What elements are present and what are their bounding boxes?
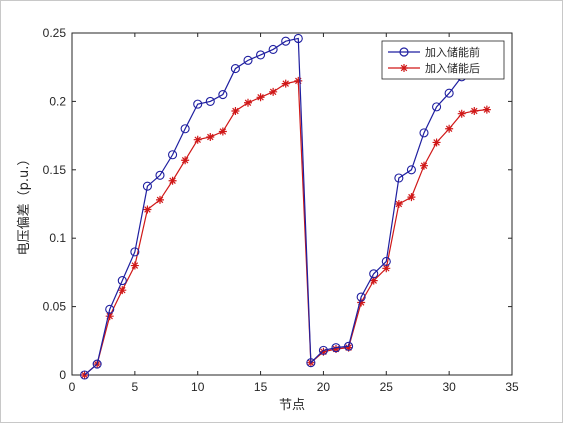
data-point-before-14 xyxy=(243,55,253,65)
data-point-after-7 xyxy=(156,195,164,204)
y-tick-label: 0.15 xyxy=(43,163,67,177)
legend-box xyxy=(381,40,505,80)
data-point-before-23 xyxy=(356,292,366,302)
legend-label-before: 加入储能前 xyxy=(425,45,480,59)
data-point-before-3 xyxy=(105,304,115,314)
data-point-after-8 xyxy=(168,176,177,185)
y-tick-label: 0 xyxy=(59,368,66,382)
x-tick-label: 15 xyxy=(254,380,268,394)
y-tick-label: 0.05 xyxy=(43,300,67,314)
data-point-before-25 xyxy=(381,256,391,267)
legend-label-after: 加入储能后 xyxy=(425,61,480,75)
x-tick-label: 25 xyxy=(380,380,394,394)
data-point-after-24 xyxy=(369,276,378,285)
data-point-before-5 xyxy=(130,247,140,257)
data-point-after-11 xyxy=(206,132,215,141)
data-point-after-12 xyxy=(218,127,227,136)
data-point-before-20 xyxy=(318,345,328,355)
y-axis-title: 电压偏差（p.u.） xyxy=(17,153,32,256)
data-point-after-26 xyxy=(394,200,403,208)
data-point-before-24 xyxy=(369,269,379,279)
y-tick-label: 0.25 xyxy=(43,26,67,40)
data-point-before-17 xyxy=(281,36,291,46)
legend: 加入储能前 加入储能后 xyxy=(381,40,505,80)
data-point-before-22 xyxy=(344,341,354,351)
x-axis-title: 节点 xyxy=(279,398,305,413)
x-tick-label: 0 xyxy=(69,380,76,394)
data-point-before-15 xyxy=(256,50,266,60)
x-tick-label: 10 xyxy=(191,380,205,394)
y-tick-label: 0.2 xyxy=(49,94,66,108)
data-point-after-6 xyxy=(143,205,152,214)
x-tick-label: 20 xyxy=(317,380,331,394)
data-point-after-5 xyxy=(130,261,139,270)
data-point-after-9 xyxy=(181,156,190,165)
data-point-before-27 xyxy=(406,165,416,175)
data-point-before-19 xyxy=(306,358,316,368)
data-point-after-17 xyxy=(281,79,290,88)
data-point-before-9 xyxy=(180,124,190,134)
data-point-after-10 xyxy=(193,135,202,144)
data-point-after-15 xyxy=(256,93,265,102)
data-point-before-26 xyxy=(394,173,404,183)
x-tick-label: 35 xyxy=(505,380,519,394)
data-point-before-8 xyxy=(168,150,178,160)
data-point-after-25 xyxy=(382,264,391,273)
series-line-0 xyxy=(84,37,488,376)
plot-area xyxy=(71,32,513,376)
data-point-before-2 xyxy=(92,359,102,369)
data-point-after-22 xyxy=(344,343,353,352)
data-point-before-1 xyxy=(80,370,90,380)
data-point-after-33 xyxy=(482,105,491,114)
data-point-before-4 xyxy=(117,276,127,286)
data-point-after-23 xyxy=(357,298,366,307)
data-point-before-13 xyxy=(230,64,240,74)
data-point-before-11 xyxy=(205,96,215,106)
data-point-after-30 xyxy=(445,124,454,133)
legend-star-shape xyxy=(400,64,408,72)
data-point-before-18 xyxy=(293,33,303,44)
data-point-after-20 xyxy=(319,347,328,356)
legend-marker-before xyxy=(399,47,409,57)
data-point-after-28 xyxy=(420,161,428,170)
legend-marker-after xyxy=(400,64,408,72)
data-point-before-29 xyxy=(432,102,442,112)
data-point-after-21 xyxy=(332,345,340,354)
data-point-after-3 xyxy=(105,312,114,321)
data-point-after-13 xyxy=(231,106,240,115)
data-point-after-16 xyxy=(269,87,278,96)
data-point-before-30 xyxy=(444,88,454,98)
data-point-before-12 xyxy=(218,90,228,100)
data-point-after-31 xyxy=(457,109,466,118)
data-point-before-28 xyxy=(419,128,429,138)
x-tick-label: 5 xyxy=(132,380,139,394)
data-point-before-21 xyxy=(331,343,341,353)
data-point-after-1 xyxy=(80,371,89,379)
data-point-after-4 xyxy=(118,286,127,295)
data-point-after-14 xyxy=(244,98,252,107)
x-tick-label: 30 xyxy=(442,380,456,394)
y-tick-label: 0.1 xyxy=(49,231,66,245)
data-point-after-32 xyxy=(470,106,479,115)
axis-ticks: 0 5 10 15 20 25 30 35 0 0.05 0.1 0.15 0.2 0.25 xyxy=(43,26,519,394)
data-point-before-6 xyxy=(142,181,152,191)
data-point-after-18 xyxy=(294,76,303,85)
data-point-before-7 xyxy=(155,170,165,180)
data-point-before-10 xyxy=(193,99,203,109)
data-point-after-27 xyxy=(407,193,416,202)
data-point-before-16 xyxy=(268,44,278,54)
data-point-after-29 xyxy=(432,138,441,147)
